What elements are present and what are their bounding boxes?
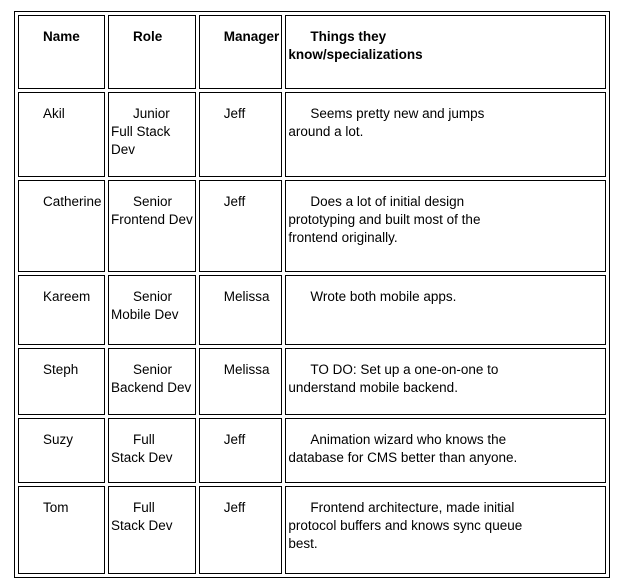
table-row-akil: Akil Junior Full Stack Dev Jeff Seems pr…	[18, 92, 607, 177]
header-manager-label: Manager	[223, 29, 280, 44]
cell-notes: Seems pretty new and jumps around a lot.	[285, 92, 607, 177]
team-roster-table: Name Role Manager Things they know/speci…	[14, 11, 611, 578]
cell-role: Junior Full Stack Dev	[108, 92, 196, 177]
person-role: Junior Full Stack Dev	[111, 106, 171, 157]
cell-role: Full Stack Dev	[108, 418, 196, 483]
table-row-catherine: Catherine Senior Frontend Dev Jeff Does …	[18, 180, 607, 272]
cell-manager: Jeff	[198, 180, 283, 272]
header-cell-manager: Manager	[198, 15, 283, 89]
person-name: Suzy	[43, 432, 74, 447]
person-notes: Animation wizard who knows the database …	[288, 432, 518, 465]
table-row-kareem: Kareem Senior Mobile Dev Melissa Wrote b…	[18, 275, 607, 345]
cell-manager: Jeff	[198, 418, 283, 483]
cell-notes: Does a lot of initial design prototyping…	[285, 180, 607, 272]
table-row-steph: Steph Senior Backend Dev Melissa TO DO: …	[18, 348, 607, 415]
header-specializations-label: Things they know/specializations	[288, 29, 423, 62]
cell-notes: TO DO: Set up a one-on-one to understand…	[285, 348, 607, 415]
header-cell-name: Name	[18, 15, 105, 89]
cell-manager: Melissa	[198, 348, 283, 415]
table-row-suzy: Suzy Full Stack Dev Jeff Animation wizar…	[18, 418, 607, 483]
header-role-label: Role	[133, 29, 163, 44]
person-notes: Wrote both mobile apps.	[310, 289, 457, 304]
person-name: Kareem	[43, 289, 91, 304]
person-name: Catherine	[43, 194, 102, 209]
person-role: Full Stack Dev	[111, 432, 173, 465]
cell-notes: Frontend architecture, made initial prot…	[285, 486, 607, 574]
person-name: Steph	[43, 362, 79, 377]
header-row: Name Role Manager Things they know/speci…	[18, 15, 607, 89]
cell-name: Kareem	[18, 275, 105, 345]
person-notes: Does a lot of initial design prototyping…	[288, 194, 481, 245]
person-manager: Jeff	[223, 194, 246, 209]
person-name: Tom	[43, 500, 69, 515]
person-role: Senior Frontend Dev	[111, 194, 193, 227]
person-role: Full Stack Dev	[111, 500, 173, 533]
cell-name: Akil	[18, 92, 105, 177]
person-notes: TO DO: Set up a one-on-one to understand…	[288, 362, 499, 395]
person-manager: Jeff	[223, 106, 246, 121]
person-name: Akil	[43, 106, 65, 121]
cell-name: Suzy	[18, 418, 105, 483]
cell-name: Catherine	[18, 180, 105, 272]
header-cell-role: Role	[108, 15, 196, 89]
person-manager: Melissa	[223, 289, 270, 304]
cell-notes: Wrote both mobile apps.	[285, 275, 607, 345]
cell-role: Full Stack Dev	[108, 486, 196, 574]
person-role: Senior Mobile Dev	[111, 289, 179, 322]
person-manager: Melissa	[223, 362, 270, 377]
cell-manager: Melissa	[198, 275, 283, 345]
person-notes: Frontend architecture, made initial prot…	[288, 500, 523, 551]
person-notes: Seems pretty new and jumps around a lot.	[288, 106, 485, 139]
cell-name: Tom	[18, 486, 105, 574]
header-name-label: Name	[43, 29, 80, 44]
cell-notes: Animation wizard who knows the database …	[285, 418, 607, 483]
cell-role: Senior Mobile Dev	[108, 275, 196, 345]
cell-role: Senior Frontend Dev	[108, 180, 196, 272]
cell-manager: Jeff	[198, 486, 283, 574]
header-cell-specializations: Things they know/specializations	[285, 15, 607, 89]
cell-manager: Jeff	[198, 92, 283, 177]
person-manager: Jeff	[223, 500, 246, 515]
cell-role: Senior Backend Dev	[108, 348, 196, 415]
cell-name: Steph	[18, 348, 105, 415]
person-role: Senior Backend Dev	[111, 362, 192, 395]
table-row-tom: Tom Full Stack Dev Jeff Frontend archite…	[18, 486, 607, 574]
person-manager: Jeff	[223, 432, 246, 447]
